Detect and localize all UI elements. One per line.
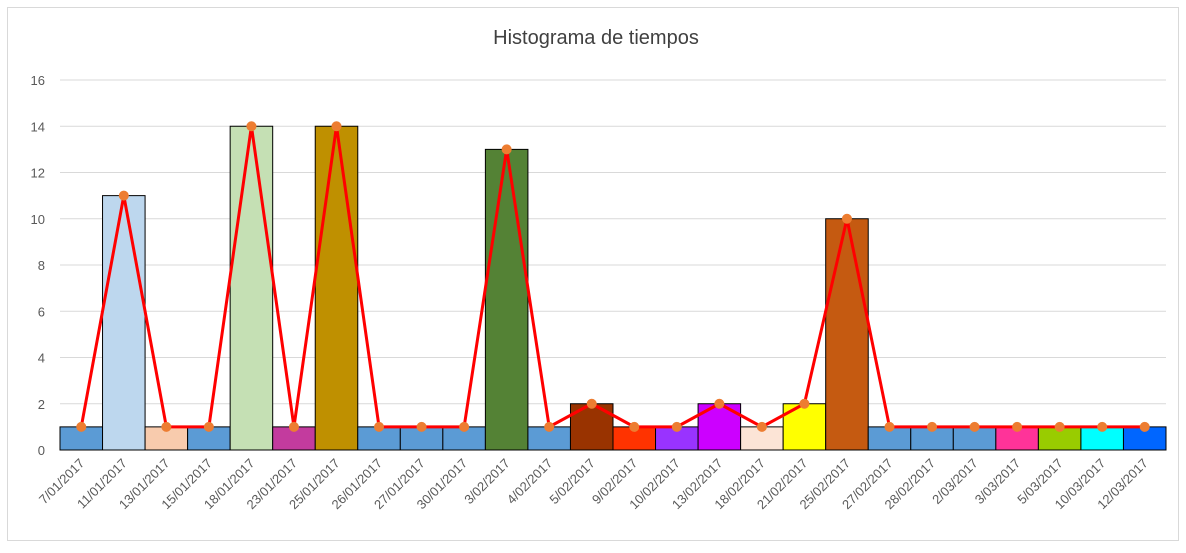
chart-border <box>7 7 1179 541</box>
bar <box>229 125 274 451</box>
marker <box>927 421 938 432</box>
marker <box>1054 421 1065 432</box>
marker <box>331 121 342 132</box>
marker <box>501 144 512 155</box>
y-tick-label: 2 <box>38 397 45 412</box>
marker <box>459 421 470 432</box>
marker <box>246 121 257 132</box>
y-tick-label: 8 <box>38 258 45 273</box>
y-tick-label: 14 <box>31 119 45 134</box>
line <box>79 124 1145 429</box>
marker <box>629 421 640 432</box>
marker <box>416 421 427 432</box>
bar <box>484 148 529 451</box>
marker <box>586 398 597 409</box>
marker <box>841 213 852 224</box>
marker <box>374 421 385 432</box>
bar <box>825 218 869 451</box>
marker <box>288 421 299 432</box>
marker <box>714 398 725 409</box>
y-tick-label: 16 <box>31 73 45 88</box>
marker <box>76 421 87 432</box>
y-tick-label: 12 <box>31 166 45 181</box>
marker <box>799 398 810 409</box>
marker <box>884 421 895 432</box>
bar <box>314 125 359 451</box>
y-tick-label: 10 <box>31 212 45 227</box>
marker <box>203 421 214 432</box>
y-tick-label: 4 <box>38 351 45 366</box>
y-tick-label: 6 <box>38 304 45 319</box>
bar <box>102 195 146 451</box>
marker <box>1139 421 1150 432</box>
y-tick-label: 0 <box>38 443 45 458</box>
marker <box>1012 421 1023 432</box>
marker <box>671 421 682 432</box>
marker <box>544 421 555 432</box>
marker <box>756 421 767 432</box>
marker <box>969 421 980 432</box>
marker <box>161 421 172 432</box>
marker <box>118 190 129 201</box>
chart-title: Histograma de tiempos <box>493 27 699 49</box>
marker <box>1097 421 1108 432</box>
